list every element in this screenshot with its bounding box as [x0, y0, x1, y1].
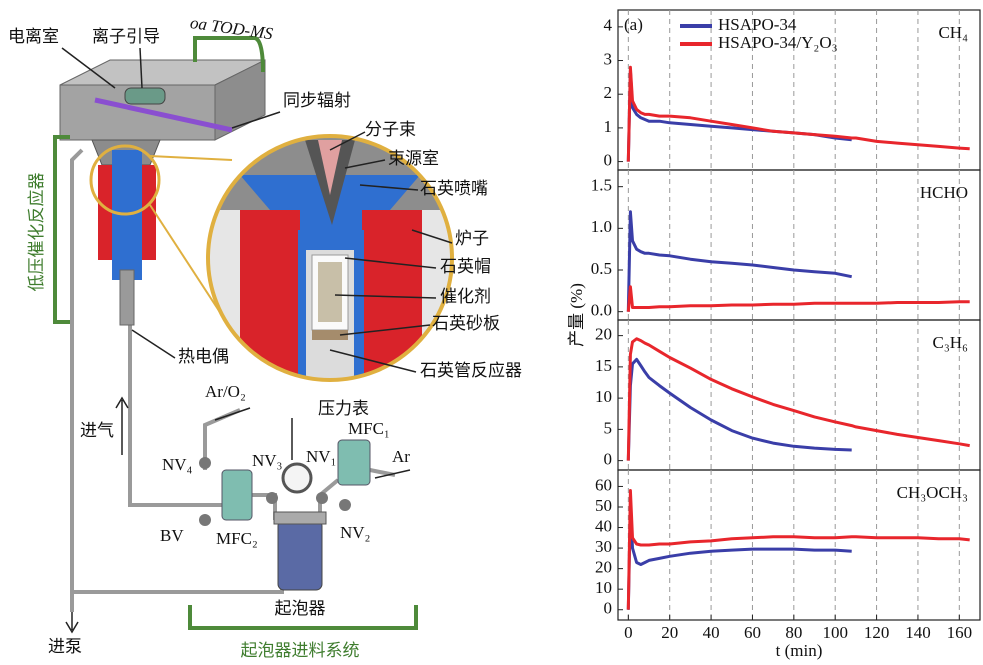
panel-title: C₃H₆: [933, 333, 969, 352]
shape: [339, 499, 351, 511]
shape: [215, 408, 250, 420]
shape: [278, 520, 322, 590]
series-line: [628, 287, 969, 312]
label: 进气: [80, 421, 114, 440]
shape: [199, 457, 211, 469]
label: 压力表: [318, 399, 369, 418]
y-tick-label: 30: [595, 537, 612, 556]
y-tick-label: 0.0: [591, 301, 612, 320]
y-tick-label: 1.0: [591, 217, 612, 236]
y-tick-label: 15: [595, 356, 612, 375]
label: MFC₂: [216, 529, 258, 548]
label: 催化剂: [440, 287, 491, 306]
x-tick-label: 140: [905, 623, 931, 642]
y-tick-label: 20: [595, 558, 612, 577]
x-axis-label: t (min): [776, 641, 823, 660]
y-tick-label: 1.5: [591, 176, 612, 195]
shape: [150, 156, 232, 160]
label: 低压催化反应器: [27, 173, 46, 292]
shape: [199, 514, 211, 526]
label: 起泡器进料系统: [241, 641, 360, 660]
y-tick-label: 20: [595, 325, 612, 344]
label: NV₃: [252, 451, 283, 470]
series-line: [628, 67, 969, 161]
label: MFC₁: [348, 419, 390, 438]
shape: [140, 165, 156, 260]
legend-label: HSAPO-34/Y₂O₃: [718, 33, 838, 52]
label: 同步辐射: [283, 91, 351, 110]
shape: [200, 130, 460, 390]
y-tick-label: 10: [595, 387, 612, 406]
label: 电离室: [8, 27, 59, 46]
x-tick-label: 80: [785, 623, 802, 642]
shape: [125, 88, 165, 104]
y-tick-label: 50: [595, 496, 612, 515]
label: 石英管反应器: [420, 361, 522, 380]
figure: 电离室 离子引导 oa TOD-MS 同步辐射 分子束 束源室 石英喷嘴 炉子 …: [0, 0, 983, 665]
label: 进泵: [48, 637, 82, 656]
label: 分子束: [365, 120, 416, 139]
y-axis-label: 产量 (%): [567, 283, 586, 347]
y-tick-label: 40: [595, 516, 612, 535]
label: 离子引导: [92, 27, 160, 46]
shape: [266, 492, 278, 504]
shape: [55, 137, 70, 322]
shape: [132, 330, 175, 358]
y-tick-label: 3: [604, 49, 613, 68]
label: 热电偶: [178, 347, 229, 366]
y-tick-label: 4: [604, 16, 613, 35]
label: NV₂: [340, 523, 370, 542]
x-tick-label: 120: [864, 623, 890, 642]
shape: [130, 300, 222, 505]
label: 起泡器: [275, 599, 326, 618]
shape: [283, 464, 311, 492]
x-tick-label: 100: [822, 623, 848, 642]
y-tick-label: 5: [604, 418, 613, 437]
label: 石英帽: [440, 257, 491, 276]
y-tick-label: 60: [595, 475, 612, 494]
page: {"diagram": { "ionization_chamber": "电离室…: [0, 0, 983, 665]
label: 炉子: [455, 229, 489, 248]
y-tick-label: 10: [595, 578, 612, 597]
panel-title: HCHO: [920, 183, 968, 202]
shape: [222, 470, 252, 520]
label: 束源室: [388, 149, 439, 168]
y-tick-label: 1: [604, 117, 613, 136]
panel-title: CH₄: [938, 23, 968, 42]
y-tick-label: 0.5: [591, 259, 612, 278]
y-tick-label: 0: [604, 450, 613, 469]
shape: [316, 492, 328, 504]
x-tick-label: 160: [947, 623, 973, 642]
panel-title: CH₃OCH₃: [897, 483, 968, 502]
shape: [338, 440, 370, 485]
label: 石英砂板: [432, 314, 500, 333]
label: Ar: [392, 447, 410, 466]
label: NV₄: [162, 455, 193, 474]
x-tick-label: 0: [624, 623, 633, 642]
series-line: [628, 359, 851, 460]
label: 石英喷嘴: [420, 179, 488, 198]
label: Ar/O₂: [205, 382, 246, 401]
shape: [274, 512, 326, 524]
diagram: 电离室 离子引导 oa TOD-MS 同步辐射 分子束 束源室 石英喷嘴 炉子 …: [8, 13, 522, 660]
shape: [116, 398, 128, 455]
panel-label: (a): [624, 15, 643, 34]
series-line: [628, 212, 851, 312]
label: BV: [160, 526, 184, 545]
label: NV₁: [306, 447, 336, 466]
shape: [120, 270, 134, 325]
x-tick-label: 20: [661, 623, 678, 642]
y-tick-label: 2: [604, 83, 613, 102]
series-line: [628, 507, 851, 610]
y-tick-label: 0: [604, 150, 613, 169]
shape: [66, 612, 78, 632]
x-tick-label: 40: [703, 623, 720, 642]
shape: [318, 262, 342, 322]
y-tick-label: 0: [604, 599, 613, 618]
legend-label: HSAPO-34: [718, 15, 797, 34]
x-tick-label: 60: [744, 623, 761, 642]
